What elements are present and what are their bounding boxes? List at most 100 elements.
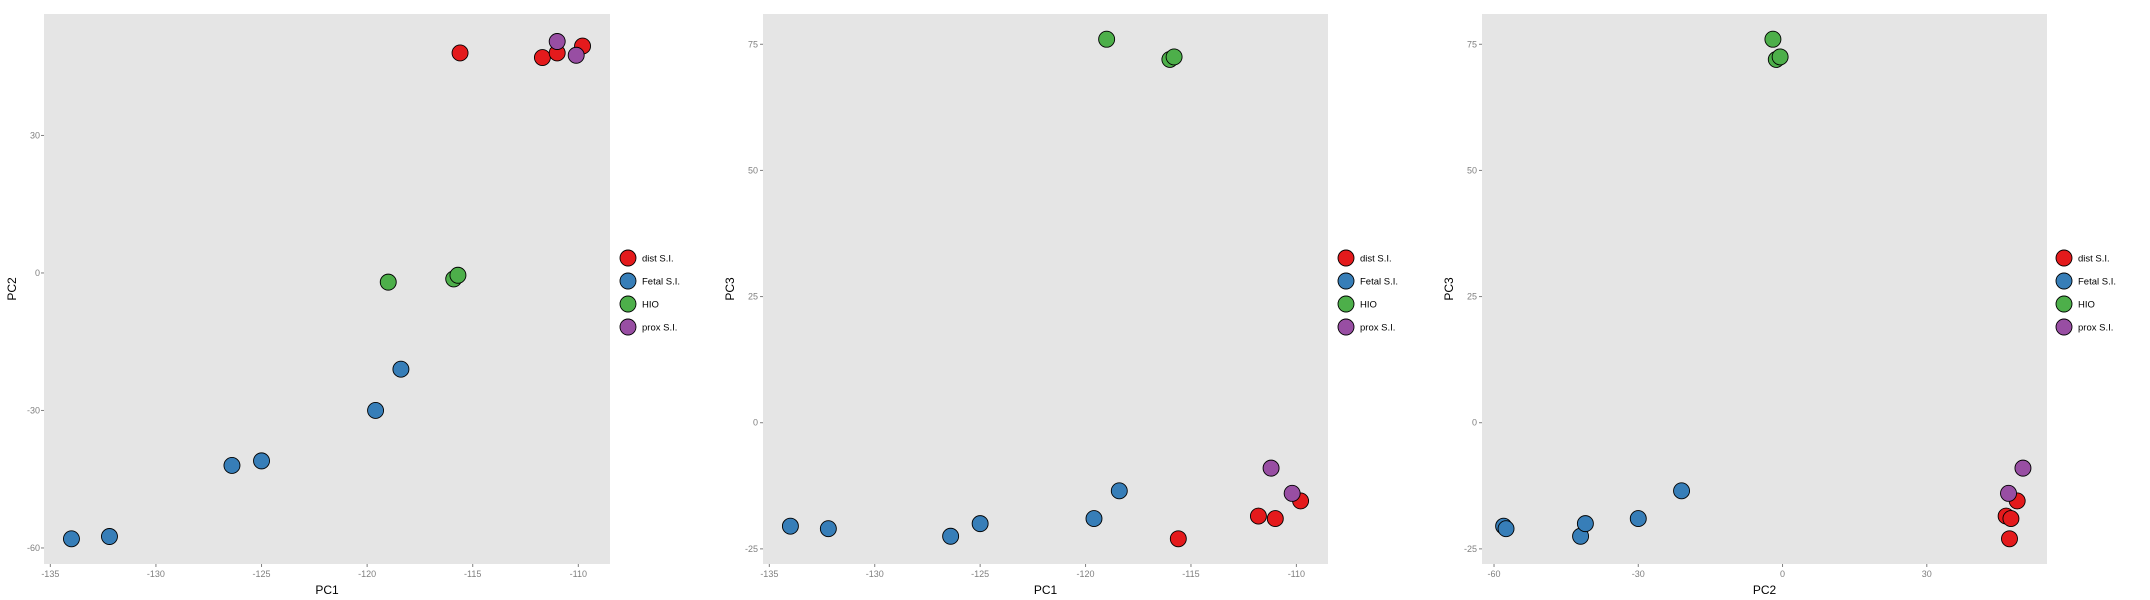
data-point — [1497, 520, 1515, 538]
y-tick-label: -30 — [27, 405, 40, 415]
data-point — [223, 457, 241, 474]
legend-label: prox S.I. — [642, 323, 677, 334]
x-tick-label: -120 — [1077, 569, 1095, 579]
x-tick-label: -110 — [570, 569, 587, 579]
legend: dist S.I. Fetal S.I. HIO prox S.I. — [619, 249, 680, 336]
x-tick-label: 0 — [1780, 569, 1785, 579]
data-point — [1283, 484, 1301, 502]
data-point — [533, 49, 551, 66]
data-point — [449, 266, 467, 284]
x-tick-label: -135 — [760, 569, 778, 579]
data-point — [1262, 459, 1280, 477]
x-tick-label: -135 — [41, 569, 59, 579]
data-point — [2002, 510, 2020, 528]
data-point — [1110, 482, 1128, 500]
data-point — [567, 46, 585, 64]
data-point — [1165, 48, 1183, 66]
data-point — [1266, 510, 1284, 528]
x-tick-label: -125 — [253, 569, 271, 579]
legend-label: dist S.I. — [2078, 254, 2110, 265]
x-axis-title: PC2 — [1753, 583, 1777, 597]
legend: dist S.I. Fetal S.I. HIO prox S.I. — [1337, 249, 1398, 336]
chart-panel-1: -135 -130 -125 -120 -115 -110 -60 -30 0 30 PC1 PC2 d… — [5, 14, 680, 597]
legend-marker — [2055, 295, 2073, 313]
data-point — [367, 402, 385, 419]
x-axis-title: PC1 — [1034, 583, 1058, 597]
legend-marker — [619, 318, 637, 336]
y-tick-label: -25 — [1464, 544, 1477, 554]
data-point — [1249, 507, 1267, 525]
plot-background — [44, 14, 610, 564]
legend-marker — [2055, 272, 2073, 290]
data-point — [63, 530, 80, 548]
data-point — [781, 517, 799, 535]
plot-background — [1482, 14, 2047, 564]
legend-label: HIO — [642, 300, 659, 311]
y-tick-label: 0 — [1472, 418, 1477, 428]
data-point — [2000, 484, 2017, 502]
legend-marker — [1337, 249, 1355, 267]
data-point — [1576, 515, 1594, 533]
legend-marker — [1337, 272, 1355, 290]
legend: dist S.I. Fetal S.I. HIO prox S.I. — [2055, 249, 2116, 336]
y-tick-label: 0 — [753, 418, 758, 428]
data-point — [1764, 30, 1782, 48]
legend-label: prox S.I. — [1360, 323, 1395, 334]
legend-label: Fetal S.I. — [1360, 277, 1398, 288]
x-tick-label: -125 — [971, 569, 989, 579]
legend-label: HIO — [1360, 300, 1377, 311]
legend-label: dist S.I. — [642, 254, 674, 265]
data-point — [819, 520, 837, 538]
y-tick-label: 30 — [30, 130, 40, 140]
y-axis-title: PC2 — [5, 277, 19, 301]
data-points — [63, 33, 591, 548]
x-tick-label: -115 — [464, 569, 481, 579]
y-tick-label: 75 — [748, 39, 758, 49]
data-point — [392, 360, 410, 378]
legend-marker — [1337, 318, 1355, 336]
chart-panel-2: -135 -130 -125 -120 -115 -110 -25 0 25 50 75 PC1 PC3… — [723, 14, 1398, 597]
y-tick-label: 25 — [1467, 292, 1477, 302]
legend-marker — [2055, 249, 2073, 267]
x-tick-label: -30 — [1632, 569, 1645, 579]
legend-label: Fetal S.I. — [642, 277, 680, 288]
data-point — [2014, 459, 2032, 477]
data-point — [971, 515, 989, 533]
x-tick-label: -115 — [1182, 569, 1199, 579]
y-tick-label: -25 — [745, 544, 758, 554]
x-tick-label: -110 — [1288, 569, 1305, 579]
legend-label: prox S.I. — [2078, 323, 2113, 334]
data-point — [451, 44, 469, 62]
y-axis-title: PC3 — [1442, 277, 1456, 301]
x-tick-label: -60 — [1488, 569, 1501, 579]
y-tick-label: 50 — [1467, 165, 1477, 175]
data-point — [1771, 48, 1789, 66]
legend-marker — [619, 295, 637, 313]
data-point — [1169, 530, 1187, 548]
data-point — [1673, 482, 1691, 500]
data-points — [781, 30, 1310, 548]
x-tick-label: 30 — [1922, 569, 1932, 579]
data-point — [2001, 530, 2018, 548]
legend-marker — [2055, 318, 2073, 336]
data-point — [1629, 510, 1647, 528]
x-tick-label: -120 — [358, 569, 376, 579]
legend-label: dist S.I. — [1360, 254, 1392, 265]
x-axis-title: PC1 — [315, 583, 339, 597]
legend-label: Fetal S.I. — [2078, 277, 2116, 288]
data-point — [548, 33, 566, 50]
legend-marker — [1337, 295, 1355, 313]
x-tick-label: -130 — [147, 569, 165, 579]
y-tick-label: 25 — [748, 292, 758, 302]
data-point — [253, 452, 270, 470]
chart-panel-3: -60 -30 0 30 -25 0 25 50 75 PC2 PC3 dist S.I. Fetal … — [1442, 14, 2116, 597]
x-tick-label: -130 — [866, 569, 884, 579]
plot-background — [763, 14, 1328, 564]
data-point — [942, 527, 960, 545]
legend-marker — [619, 272, 637, 290]
legend-marker — [619, 249, 637, 267]
data-point — [379, 273, 397, 291]
y-tick-label: 75 — [1467, 39, 1477, 49]
data-point — [101, 528, 118, 545]
